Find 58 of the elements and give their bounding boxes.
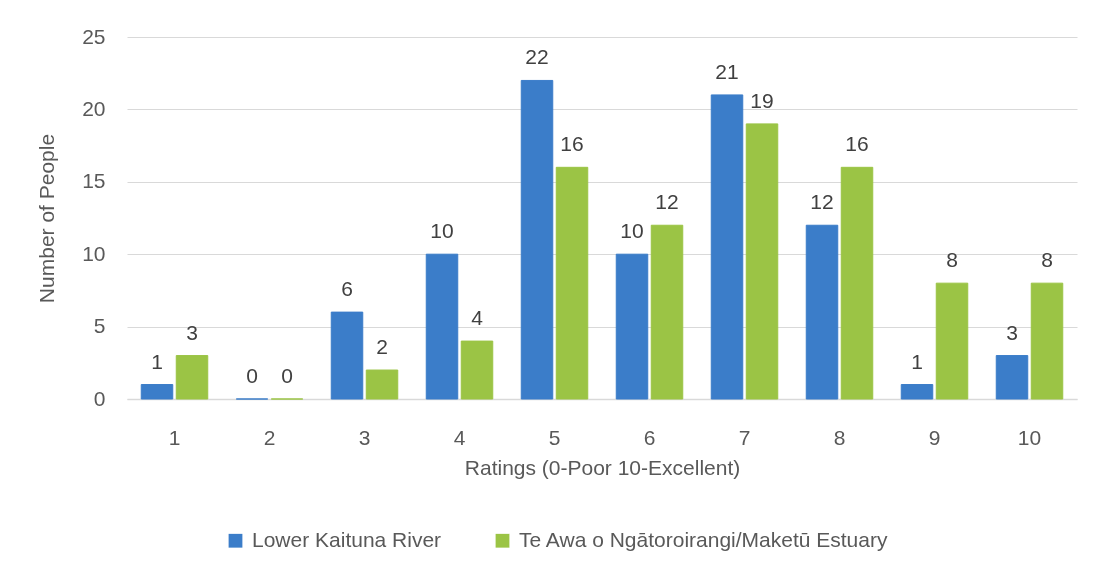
bar bbox=[745, 123, 779, 400]
bar bbox=[520, 79, 554, 400]
legend-label: Lower Kaituna River bbox=[252, 527, 442, 551]
bar bbox=[650, 224, 684, 400]
y-tick-label: 10 bbox=[82, 241, 106, 265]
data-label: 22 bbox=[525, 45, 549, 69]
bar bbox=[555, 166, 589, 400]
y-tick-label: 5 bbox=[93, 314, 106, 338]
bar bbox=[900, 384, 934, 400]
data-label: 8 bbox=[946, 248, 958, 272]
x-axis-title: Ratings (0-Poor 10-Excellent) bbox=[464, 455, 741, 479]
data-label: 6 bbox=[341, 277, 353, 301]
data-label: 12 bbox=[810, 190, 834, 214]
data-label: 16 bbox=[560, 132, 584, 156]
bar bbox=[365, 369, 399, 400]
data-label: 3 bbox=[1006, 320, 1018, 344]
bar bbox=[425, 253, 459, 400]
y-tick-label: 15 bbox=[82, 169, 106, 193]
x-tick-label: 4 bbox=[453, 425, 466, 449]
x-tick-label: 3 bbox=[358, 425, 371, 449]
y-tick-label: 20 bbox=[82, 96, 106, 120]
data-label: 16 bbox=[845, 132, 869, 156]
data-label: 19 bbox=[750, 88, 774, 112]
x-tick-label: 8 bbox=[833, 425, 846, 449]
data-label: 12 bbox=[655, 190, 679, 214]
y-tick-label: 25 bbox=[82, 24, 106, 48]
x-tick-label: 10 bbox=[1017, 425, 1042, 449]
bar bbox=[460, 340, 494, 400]
x-tick-label: 2 bbox=[263, 425, 276, 449]
y-tick-label: 0 bbox=[93, 386, 106, 410]
x-tick-label: 6 bbox=[643, 425, 656, 449]
bar bbox=[140, 384, 174, 400]
data-label: 10 bbox=[620, 219, 644, 243]
bar bbox=[805, 224, 839, 400]
bar bbox=[1030, 282, 1064, 400]
x-tick-label: 7 bbox=[738, 425, 751, 449]
legend-label: Te Awa o Ngātoroirangi/Maketū Estuary bbox=[519, 527, 888, 551]
data-label: 1 bbox=[911, 349, 923, 373]
bar bbox=[840, 166, 874, 400]
data-label: 0 bbox=[246, 364, 258, 387]
bar bbox=[330, 311, 364, 400]
x-tick-label: 5 bbox=[548, 425, 561, 449]
data-label: 10 bbox=[430, 219, 454, 243]
data-label: 21 bbox=[715, 59, 739, 83]
bar bbox=[615, 253, 649, 400]
x-tick-label: 9 bbox=[928, 425, 941, 449]
data-label: 4 bbox=[471, 306, 484, 330]
bar bbox=[995, 355, 1029, 400]
data-label: 8 bbox=[1041, 248, 1053, 272]
data-label: 2 bbox=[376, 335, 388, 359]
bar bbox=[710, 94, 744, 400]
bar bbox=[175, 355, 209, 400]
y-axis-title: Number of People bbox=[35, 133, 59, 304]
data-label: 0 bbox=[281, 364, 293, 387]
x-tick-label: 1 bbox=[168, 425, 181, 449]
data-label: 3 bbox=[186, 320, 198, 344]
bar bbox=[935, 282, 969, 400]
data-label: 1 bbox=[151, 349, 163, 373]
